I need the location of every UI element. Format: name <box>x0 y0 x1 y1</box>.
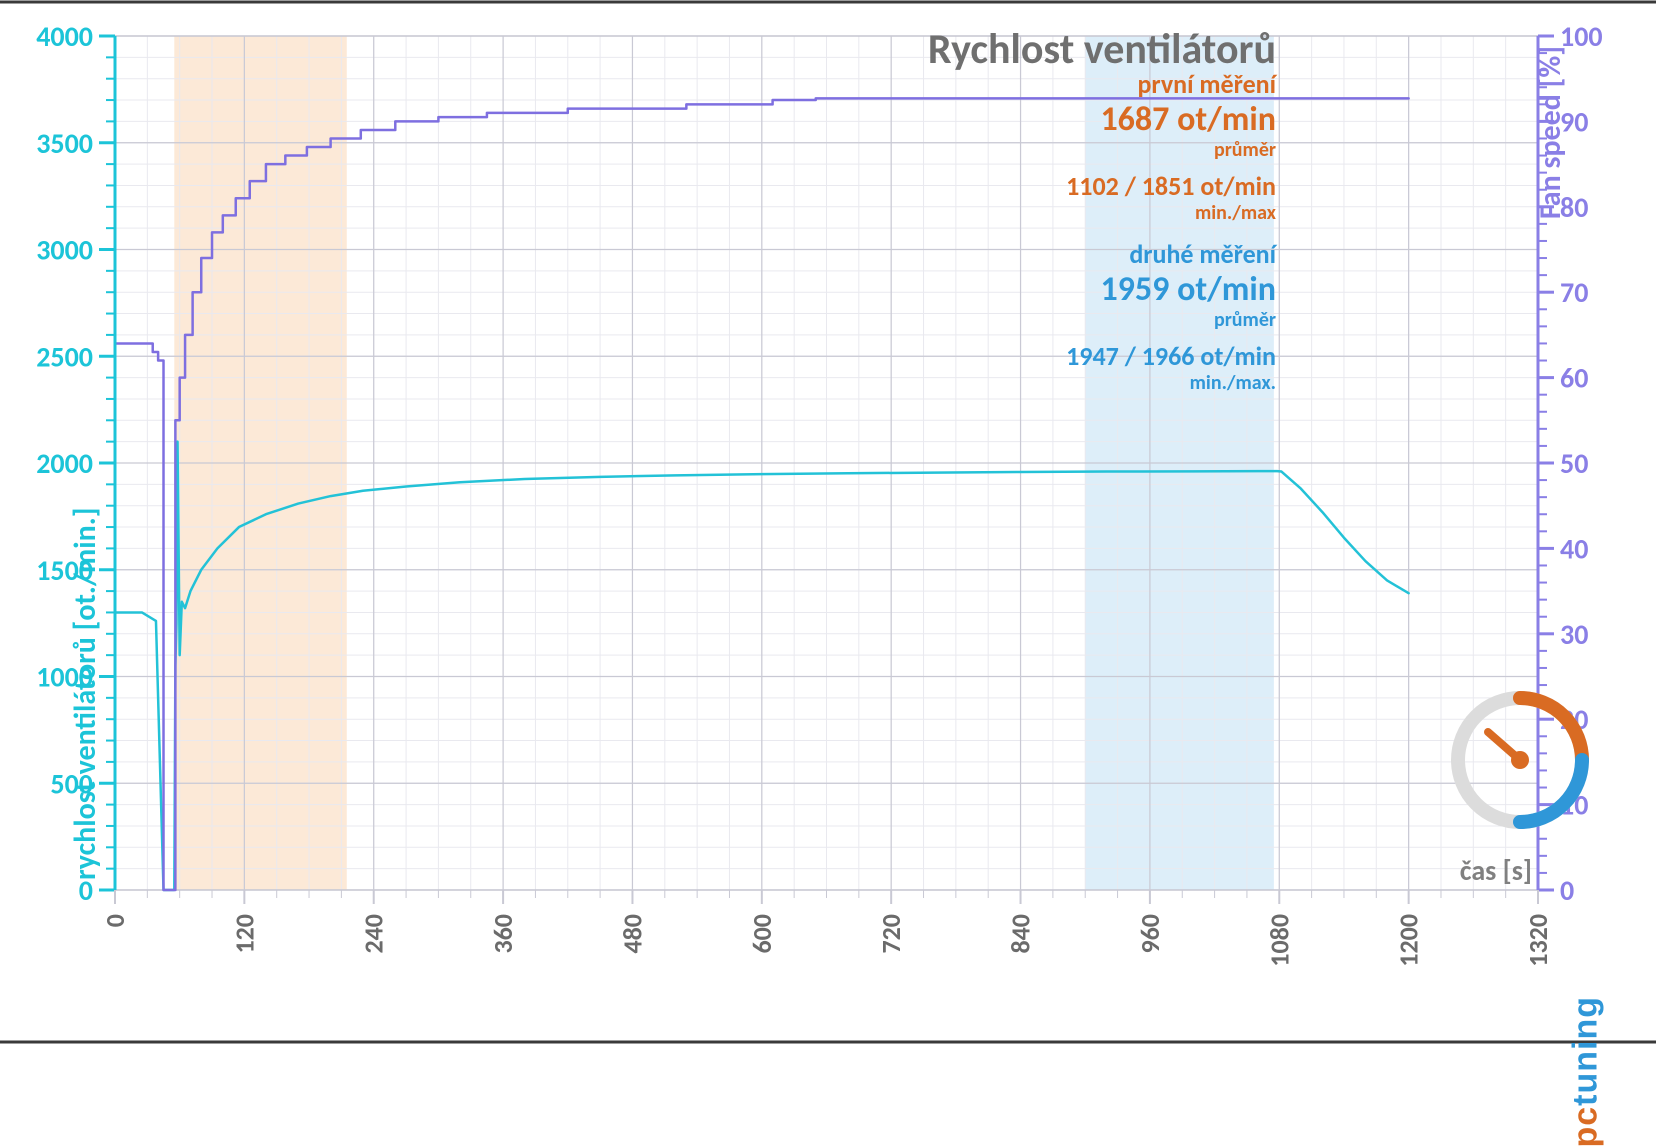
annotation-second-measurement: druhé měření 1959 ot/min průměr 1947 / 1… <box>1066 240 1276 395</box>
annot-second-value: 1959 ot/min <box>1066 270 1276 309</box>
svg-text:3000: 3000 <box>36 233 93 268</box>
svg-text:2500: 2500 <box>36 339 93 374</box>
svg-text:70: 70 <box>1560 275 1588 310</box>
svg-text:1080: 1080 <box>1263 914 1295 967</box>
svg-text:0: 0 <box>1560 873 1574 908</box>
annot-first-title: první měření <box>1066 70 1276 100</box>
svg-text:120: 120 <box>228 914 260 954</box>
svg-text:30: 30 <box>1560 617 1588 652</box>
svg-text:1320: 1320 <box>1522 914 1554 967</box>
annot-second-sub1: průměr <box>1066 309 1276 332</box>
logo-right: tuning <box>1567 996 1605 1106</box>
svg-text:480: 480 <box>616 914 648 954</box>
svg-text:2000: 2000 <box>36 446 93 481</box>
svg-text:Fan speed [%]: Fan speed [%] <box>1532 46 1569 219</box>
logo-left: pc <box>1567 1106 1605 1148</box>
svg-text:čas [s]: čas [s] <box>1460 853 1532 888</box>
fan-speed-chart: 05001000150020002500300035004000rychlost… <box>0 0 1656 1044</box>
svg-text:3500: 3500 <box>36 126 93 161</box>
svg-text:360: 360 <box>487 914 519 954</box>
annotation-first-measurement: první měření 1687 ot/min průměr 1102 / 1… <box>1066 70 1276 225</box>
svg-text:600: 600 <box>746 914 778 954</box>
chart-canvas: 05001000150020002500300035004000rychlost… <box>0 0 1656 1044</box>
svg-text:0: 0 <box>99 914 131 927</box>
svg-text:960: 960 <box>1134 914 1166 954</box>
svg-text:rychlost ventilátorů [ot./min.: rychlost ventilátorů [ot./min.] <box>67 508 104 880</box>
annot-first-range: 1102 / 1851 ot/min <box>1066 172 1276 202</box>
svg-text:240: 240 <box>358 914 390 954</box>
pctuning-logo: pctuning <box>1567 996 1606 1148</box>
annot-first-sub1: průměr <box>1066 139 1276 162</box>
annot-second-sub2: min./max. <box>1066 372 1276 395</box>
svg-text:840: 840 <box>1005 914 1037 954</box>
svg-text:1200: 1200 <box>1393 914 1425 967</box>
svg-text:40: 40 <box>1560 531 1588 566</box>
annot-second-range: 1947 / 1966 ot/min <box>1066 342 1276 372</box>
annot-second-title: druhé měření <box>1066 240 1276 270</box>
svg-text:4000: 4000 <box>36 19 93 54</box>
svg-text:60: 60 <box>1560 361 1588 396</box>
svg-text:50: 50 <box>1560 446 1588 481</box>
svg-text:720: 720 <box>875 914 907 954</box>
annot-first-value: 1687 ot/min <box>1066 100 1276 139</box>
annot-first-sub2: min./max <box>1066 202 1276 225</box>
